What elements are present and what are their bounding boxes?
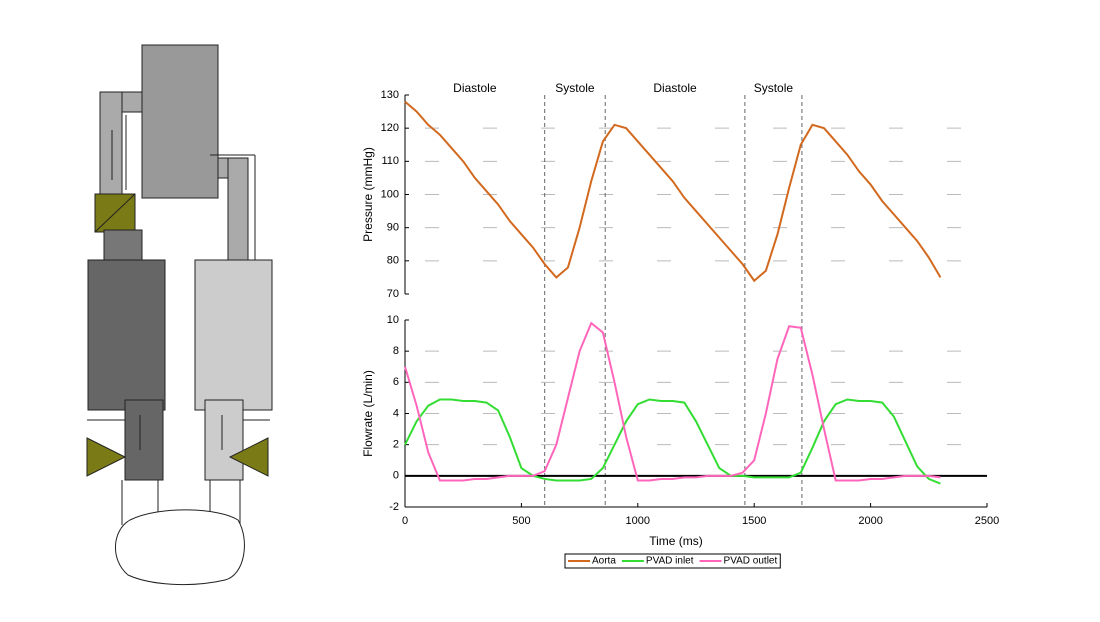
x-tick-label: 2000 xyxy=(858,515,882,527)
y-tick-label: 100 xyxy=(381,188,399,200)
y-tick-label: 8 xyxy=(393,345,399,357)
y-tick-label: 4 xyxy=(393,407,399,419)
y-tick-label: 0 xyxy=(393,470,399,482)
y-tick-label: 110 xyxy=(381,155,399,167)
y-tick-label: 70 xyxy=(387,288,399,300)
legend-label: PVAD outlet xyxy=(724,556,778,567)
y-tick-label: 10 xyxy=(387,314,399,326)
x-tick-label: 0 xyxy=(402,515,408,527)
x-tick-label: 2500 xyxy=(975,515,999,527)
y-tick-label: 80 xyxy=(387,255,399,267)
phase-label: Systole xyxy=(754,81,794,95)
y-tick-label: 130 xyxy=(381,89,399,101)
x-tick-label: 1000 xyxy=(626,515,650,527)
phase-label: Diastole xyxy=(653,81,697,95)
phase-label: Systole xyxy=(555,81,595,95)
legend-box xyxy=(564,553,781,569)
x-tick-label: 500 xyxy=(512,515,530,527)
legend-label: PVAD inlet xyxy=(646,556,694,567)
x-axis-label: Time (ms) xyxy=(649,534,703,548)
x-tick-label: 1500 xyxy=(742,515,766,527)
y-tick-label: 120 xyxy=(381,122,399,134)
y-tick-label: 2 xyxy=(393,439,399,451)
series-line xyxy=(404,321,941,482)
pvad-diagram xyxy=(86,44,273,586)
series-line xyxy=(404,398,941,485)
y-tick-label: -2 xyxy=(389,501,399,513)
phase-label: Diastole xyxy=(453,81,497,95)
y-tick-label: 6 xyxy=(393,376,399,388)
y-axis-label: Flowrate (L/min) xyxy=(361,370,375,457)
legend: Aorta PVAD inlet PVAD outlet xyxy=(564,553,781,569)
legend-label: Aorta xyxy=(592,556,616,567)
y-tick-label: 90 xyxy=(387,222,399,234)
y-axis-label: Pressure (mmHg) xyxy=(361,147,375,242)
series-line xyxy=(404,100,942,283)
